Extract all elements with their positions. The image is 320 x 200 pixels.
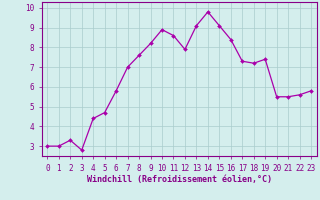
X-axis label: Windchill (Refroidissement éolien,°C): Windchill (Refroidissement éolien,°C): [87, 175, 272, 184]
